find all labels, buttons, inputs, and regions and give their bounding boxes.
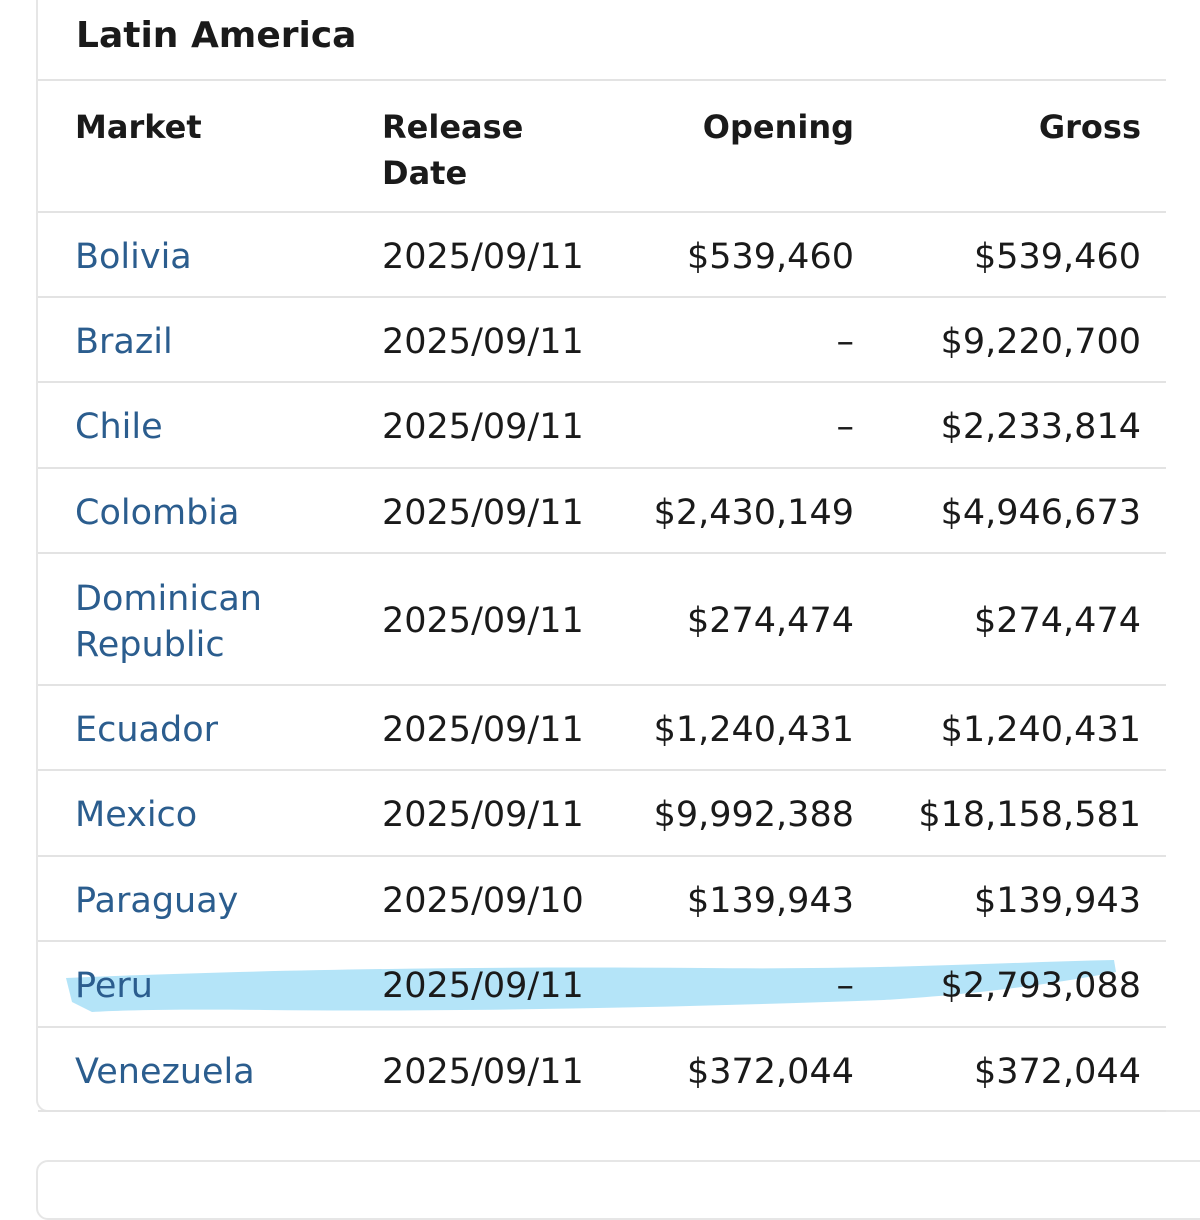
divider bbox=[38, 211, 1166, 213]
next-card bbox=[36, 1160, 1200, 1220]
divider bbox=[38, 552, 1166, 554]
market-link-brazil[interactable]: Brazil bbox=[75, 322, 173, 362]
release-date: 2025/09/11 bbox=[382, 237, 584, 277]
gross-value: $2,793,088 bbox=[940, 966, 1141, 1006]
divider bbox=[38, 296, 1166, 298]
divider bbox=[38, 467, 1166, 469]
market-link-colombia[interactable]: Colombia bbox=[75, 493, 240, 533]
divider bbox=[38, 1110, 1166, 1112]
opening-value: – bbox=[836, 407, 855, 447]
section-title: Latin America bbox=[76, 15, 357, 56]
opening-value: $372,044 bbox=[686, 1052, 854, 1092]
release-date: 2025/09/11 bbox=[382, 795, 584, 835]
gross-value: $4,946,673 bbox=[940, 493, 1141, 533]
divider bbox=[38, 79, 1166, 81]
divider bbox=[38, 769, 1166, 771]
gross-value: $139,943 bbox=[973, 881, 1141, 921]
divider bbox=[38, 855, 1166, 857]
divider bbox=[38, 940, 1166, 942]
market-line2: Republic bbox=[75, 625, 225, 665]
release-date: 2025/09/10 bbox=[382, 881, 584, 921]
divider bbox=[38, 684, 1166, 686]
opening-value: $274,474 bbox=[686, 601, 854, 641]
gross-value: $539,460 bbox=[973, 237, 1141, 277]
market-link-venezuela[interactable]: Venezuela bbox=[75, 1052, 255, 1092]
opening-value: $9,992,388 bbox=[653, 795, 854, 835]
header-market: Market bbox=[75, 108, 202, 146]
gross-value: $274,474 bbox=[973, 601, 1141, 641]
gross-value: $18,158,581 bbox=[918, 795, 1141, 835]
release-date: 2025/09/11 bbox=[382, 407, 584, 447]
market-link-ecuador[interactable]: Ecuador bbox=[75, 710, 219, 750]
market-link-paraguay[interactable]: Paraguay bbox=[75, 881, 239, 921]
release-date: 2025/09/11 bbox=[382, 493, 584, 533]
header-release-date-line1: Release bbox=[382, 108, 524, 146]
market-link-mexico[interactable]: Mexico bbox=[75, 795, 198, 835]
market-link-dominican-republic[interactable]: Dominican Republic bbox=[75, 576, 335, 668]
gross-value: $372,044 bbox=[973, 1052, 1141, 1092]
gross-value: $2,233,814 bbox=[940, 407, 1141, 447]
header-release-date-line2: Date bbox=[382, 154, 468, 192]
release-date: 2025/09/11 bbox=[382, 322, 584, 362]
header-release-date: Release Date bbox=[382, 104, 523, 196]
opening-value: $1,240,431 bbox=[653, 710, 854, 750]
latin-america-card bbox=[36, 0, 1200, 1112]
header-gross: Gross bbox=[1038, 108, 1141, 146]
divider bbox=[38, 381, 1166, 383]
divider bbox=[38, 1026, 1166, 1028]
gross-value: $1,240,431 bbox=[940, 710, 1141, 750]
market-link-bolivia[interactable]: Bolivia bbox=[75, 237, 192, 277]
release-date: 2025/09/11 bbox=[382, 601, 584, 641]
market-link-peru[interactable]: Peru bbox=[75, 966, 153, 1006]
opening-value: $2,430,149 bbox=[653, 493, 854, 533]
gross-value: $9,220,700 bbox=[940, 322, 1141, 362]
header-opening: Opening bbox=[702, 108, 854, 146]
opening-value: $539,460 bbox=[686, 237, 854, 277]
release-date: 2025/09/11 bbox=[382, 966, 584, 1006]
release-date: 2025/09/11 bbox=[382, 1052, 584, 1092]
opening-value: – bbox=[836, 966, 855, 1006]
opening-value: $139,943 bbox=[686, 881, 854, 921]
market-line1: Dominican bbox=[75, 579, 262, 619]
opening-value: – bbox=[836, 322, 855, 362]
market-link-chile[interactable]: Chile bbox=[75, 407, 163, 447]
release-date: 2025/09/11 bbox=[382, 710, 584, 750]
